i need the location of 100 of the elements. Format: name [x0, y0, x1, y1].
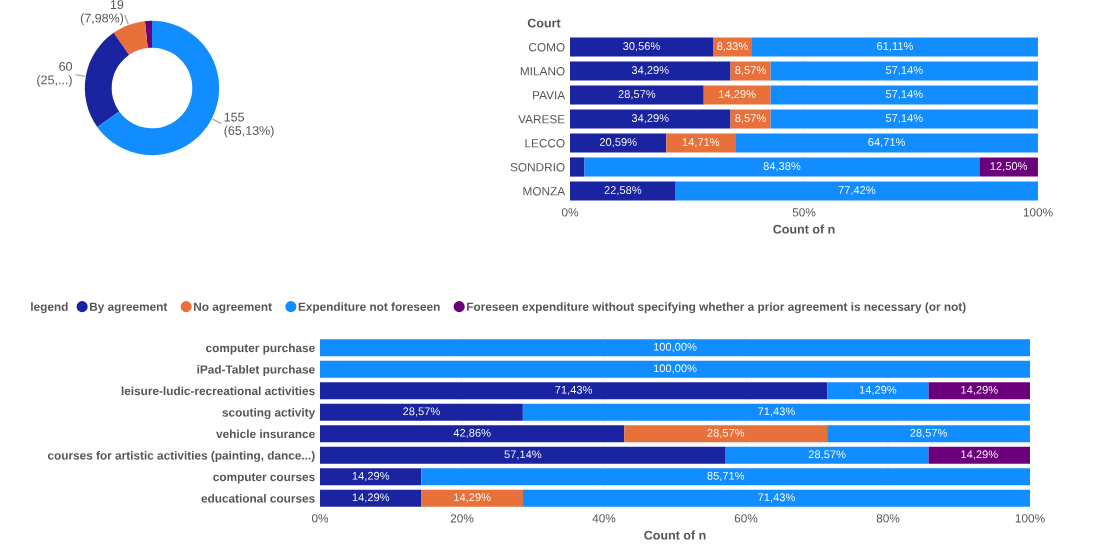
bar	[570, 85, 704, 105]
x-tick-label: 20%	[450, 514, 474, 523]
data-label: 8,57%	[735, 114, 766, 124]
bar	[570, 133, 667, 153]
data-label: 34,29%	[631, 66, 669, 76]
bar	[570, 181, 676, 201]
data-label: 14,29%	[961, 385, 998, 396]
x-tick-label: 80%	[876, 514, 900, 523]
y-tick-label: vehicle insurance	[216, 429, 315, 439]
data-label: 77,42%	[838, 186, 876, 196]
x-tick-label: 50%	[792, 208, 816, 217]
data-label: 14,29%	[352, 471, 390, 482]
bar	[725, 446, 929, 464]
bar	[770, 61, 1038, 81]
donut-slice	[84, 32, 129, 128]
y-tick-label: LECCO	[525, 139, 565, 148]
y-tick-label: educational courses	[201, 493, 315, 503]
data-label: 22,58%	[604, 186, 642, 196]
x-axis-title: Count of n	[773, 224, 835, 234]
bar	[675, 181, 1038, 201]
y-tick-label: COMO	[529, 43, 565, 52]
bar	[713, 37, 753, 57]
data-label: 28,57%	[910, 428, 948, 439]
x-tick-label: 100%	[1015, 514, 1045, 523]
x-tick-label: 100%	[1023, 208, 1053, 217]
bar	[730, 109, 771, 129]
bar	[320, 425, 625, 443]
bar	[320, 339, 1030, 357]
bar	[979, 157, 1038, 177]
bar	[570, 109, 731, 129]
bar	[827, 425, 1030, 443]
data-label: 57,14%	[504, 450, 542, 460]
data-label: 28,57%	[707, 428, 745, 439]
data-label: 100,00%	[653, 342, 697, 353]
y-tick-label: leisure-ludic-recreational activities	[121, 386, 315, 396]
legend-label: Expenditure not foreseen	[298, 302, 440, 314]
data-label: 71,43%	[555, 385, 593, 396]
data-label: 12,50%	[990, 162, 1028, 172]
y-tick-label: VARESE	[518, 115, 565, 124]
x-tick-label: 60%	[734, 514, 758, 523]
data-label: 8,33%	[717, 42, 748, 52]
bar	[730, 61, 771, 81]
data-label: 28,57%	[618, 90, 656, 100]
data-label: 30,56%	[623, 42, 660, 52]
data-label: 14,29%	[961, 450, 998, 460]
bar	[320, 360, 1030, 378]
y-tick-label: iPad-Tablet purchase	[197, 364, 315, 376]
y-tick-label: PAVIA	[533, 91, 566, 100]
bar	[735, 133, 1038, 153]
data-label: 8,57%	[735, 66, 766, 76]
legend-label: By agreement	[90, 302, 168, 314]
bar	[752, 37, 1038, 57]
data-label: 155 (65,13%)	[224, 112, 274, 138]
data-label: 57,14%	[885, 90, 923, 100]
data-label: 28,57%	[403, 407, 440, 417]
data-label: 84,38%	[763, 162, 801, 172]
bar	[522, 403, 1030, 421]
bar	[320, 489, 422, 507]
y-tick-label: courses for artistic activities (painting, dance...)	[47, 450, 315, 463]
data-label: 19 (7,98%)	[80, 0, 124, 25]
y-tick-label: MONZA	[523, 187, 566, 196]
bar	[827, 382, 929, 400]
data-label: 100,00%	[653, 364, 697, 374]
x-tick-label: 40%	[592, 514, 616, 523]
data-label: 14,29%	[454, 493, 491, 503]
bar	[522, 489, 1030, 507]
bar	[320, 446, 726, 464]
data-label: 64,71%	[868, 138, 906, 148]
legend-label: Foreseen expenditure without specifying whether a prior agreement is necessary (or not)	[467, 302, 966, 314]
bar	[320, 403, 523, 421]
data-label: 42,86%	[453, 428, 491, 439]
y-tick-label: SONDRIO	[510, 163, 565, 172]
data-label: 71,43%	[758, 493, 795, 503]
bar	[570, 157, 585, 177]
legend-label: No agreement	[194, 302, 272, 314]
y-axis-title: Court	[527, 18, 561, 28]
data-label: 28,57%	[808, 450, 846, 460]
x-tick-label: 0%	[311, 514, 329, 523]
bar	[584, 157, 980, 177]
data-label: 57,14%	[885, 114, 923, 124]
data-label: 14,71%	[682, 138, 720, 148]
data-label: 71,43%	[758, 407, 795, 417]
donut-slice	[144, 20, 152, 48]
data-label: 60 (25,...)	[37, 62, 73, 87]
y-tick-label: MILANO	[520, 67, 565, 76]
data-label: 85,71%	[707, 471, 745, 482]
bar	[570, 37, 714, 57]
data-label: 20,59%	[599, 138, 637, 148]
bar	[928, 446, 1030, 464]
bar	[770, 85, 1038, 105]
data-label: 57,14%	[885, 66, 923, 76]
data-label: 14,29%	[352, 493, 390, 503]
data-label: 61,11%	[877, 42, 914, 52]
y-tick-label: computer courses	[213, 473, 315, 484]
bar	[421, 468, 1030, 486]
x-tick-label: 0%	[561, 208, 579, 217]
data-label: 34,29%	[631, 114, 669, 124]
bar	[624, 425, 828, 443]
bar	[770, 109, 1038, 129]
bar	[666, 133, 736, 153]
